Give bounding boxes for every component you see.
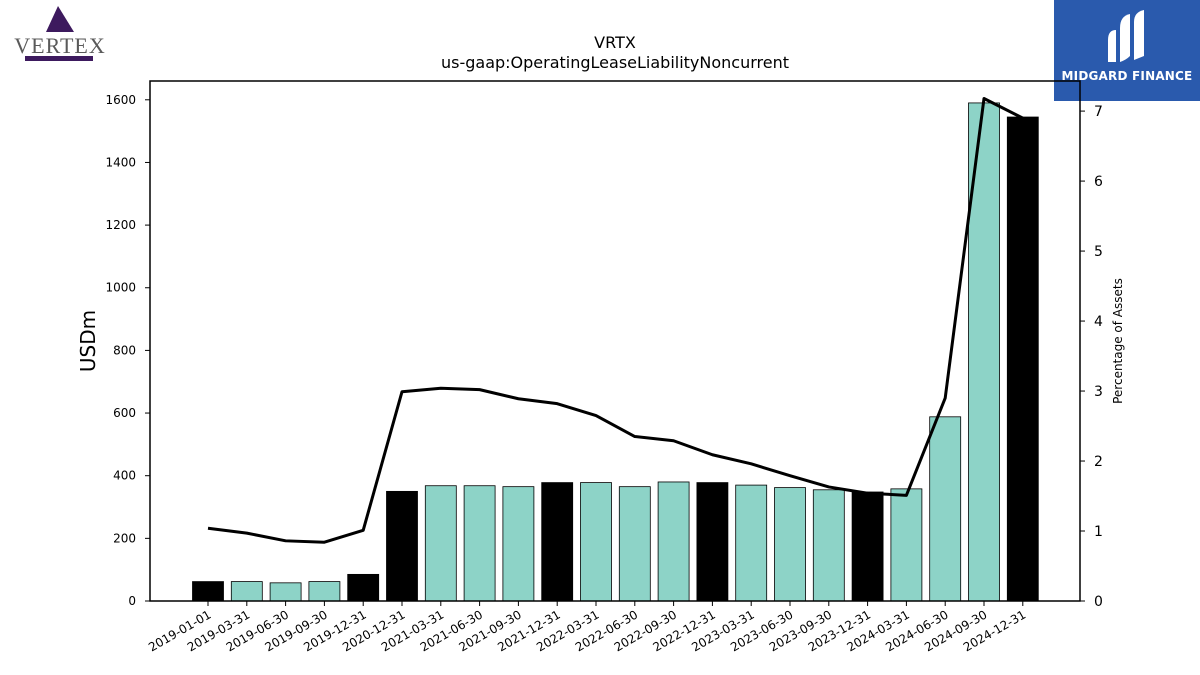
- bar-2019-06-30: [269, 582, 302, 602]
- y-axis: 0 200 400 600 800 1000 1200 1400 1600: [105, 93, 150, 608]
- y2-tick-label: 7: [1094, 104, 1103, 120]
- bar-2024-06-30: [929, 416, 962, 602]
- y2-tick-label: 3: [1094, 384, 1103, 400]
- bar-2019-03-31: [230, 581, 263, 602]
- midgard-logo-text: MIDGARD FINANCE: [1061, 69, 1193, 83]
- y2-tick-label: 4: [1094, 314, 1103, 330]
- bar-2022-09-30: [657, 481, 690, 602]
- bar-2022-03-31: [580, 482, 612, 602]
- line-series: [207, 96, 1024, 544]
- y2-tick-label: 0: [1094, 594, 1103, 610]
- bar-2021-06-30: [463, 485, 496, 602]
- midgard-finance-logo: MIDGARD FINANCE: [1054, 0, 1200, 101]
- y-tick-label: 1200: [105, 218, 136, 232]
- bar-2024-03-31: [890, 488, 923, 602]
- bar-2021-12-31: [541, 482, 574, 602]
- bar-2022-06-30: [618, 486, 651, 602]
- y-tick-label: 1600: [105, 93, 136, 107]
- percentage-line: [207, 96, 1024, 544]
- vertex-logo: VERTEX: [4, 4, 116, 64]
- y-tick-label: 600: [113, 406, 136, 420]
- y-tick-label: 1400: [105, 155, 136, 169]
- bar-2023-06-30: [774, 487, 806, 602]
- bar-2023-03-31: [735, 484, 768, 602]
- y2-tick-label: 6: [1094, 174, 1103, 190]
- vertex-logo-text: VERTEX: [14, 33, 105, 58]
- x-axis: 2019-01-012019-03-312019-06-302019-09-30…: [146, 601, 1028, 654]
- y-tick-label: 0: [128, 594, 136, 608]
- y2-axis-label: Percentage of Assets: [1111, 278, 1125, 404]
- bar-2020-12-31: [386, 490, 418, 602]
- vertex-triangle-icon: [46, 6, 74, 32]
- plot-frame: [149, 80, 1081, 602]
- chart-title: VRTX: [594, 33, 636, 52]
- y-tick-label: 400: [113, 469, 136, 483]
- y-axis-label: USDm: [76, 310, 100, 372]
- bar-2019-09-30: [308, 581, 341, 602]
- bar-2021-09-30: [502, 486, 535, 602]
- y-tick-label: 800: [113, 343, 136, 357]
- y2-tick-label: 1: [1094, 524, 1103, 540]
- bar-series: [192, 102, 1039, 602]
- bar-2024-12-31: [1006, 116, 1039, 602]
- bar-2019-01-01: [192, 581, 224, 602]
- bar-2019-12-31: [347, 573, 380, 602]
- vertex-logo-mark: VERTEX: [14, 6, 105, 61]
- bar-2023-12-31: [851, 491, 884, 602]
- y2-axis: 0 1 2 3 4 5 6 7: [1080, 104, 1103, 610]
- vertex-underline: [25, 56, 93, 61]
- bar-2024-09-30: [968, 102, 1000, 602]
- bar-2022-12-31: [696, 482, 729, 602]
- chart-subtitle: us-gaap:OperatingLeaseLiabilityNoncurren…: [441, 53, 789, 72]
- midgard-m-icon: [1108, 10, 1144, 62]
- y2-tick-label: 5: [1094, 244, 1103, 260]
- y-tick-label: 200: [113, 531, 136, 545]
- bar-2021-03-31: [424, 485, 457, 602]
- y2-tick-label: 2: [1094, 454, 1103, 470]
- y-tick-label: 1000: [105, 281, 136, 295]
- bar-2023-09-30: [812, 489, 845, 602]
